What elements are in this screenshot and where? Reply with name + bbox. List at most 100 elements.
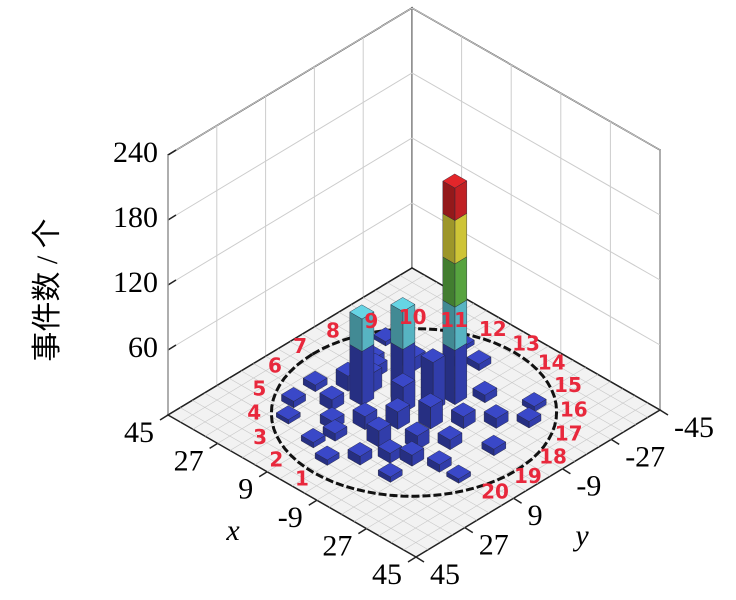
x-tick-label: 27: [174, 444, 204, 477]
bar-top: [472, 380, 498, 396]
bar-top: [404, 421, 430, 437]
y-tick-label: -45: [674, 411, 714, 444]
bar-top: [450, 402, 476, 418]
bar-top: [347, 442, 373, 457]
tick-mark: [159, 414, 169, 421]
bar-top: [302, 370, 328, 386]
y-tick-label: 27: [479, 528, 509, 561]
floor-grid: [289, 341, 539, 484]
y-tick-label: -9: [576, 470, 601, 503]
ring-label: 17: [555, 422, 583, 446]
ring-label: 10: [399, 305, 427, 329]
bar-top: [521, 392, 547, 407]
tick-mark: [209, 442, 218, 450]
bar-top: [390, 372, 416, 388]
x-axis-label: x: [225, 514, 240, 547]
x-tick-label: 45: [372, 558, 402, 591]
tick-mark: [358, 527, 367, 535]
bar-top: [426, 450, 452, 465]
bar-top: [377, 439, 403, 454]
bar-top: [366, 416, 392, 432]
bar-top: [377, 462, 403, 478]
z-tick-label: 180: [113, 201, 158, 234]
bar-top: [418, 392, 443, 408]
tick-mark: [167, 149, 177, 156]
bar-top: [483, 404, 509, 419]
z-tick-label: 240: [113, 136, 158, 169]
y-axis-label: y: [572, 519, 589, 552]
tick-mark: [610, 438, 620, 446]
bar-face: [454, 342, 467, 406]
bar-top: [399, 440, 425, 456]
bar-top: [385, 397, 411, 413]
ring-label: 9: [364, 309, 378, 333]
z-tick-label: 120: [113, 266, 158, 299]
bar-top: [466, 349, 492, 365]
bar-face: [454, 212, 467, 265]
bar-top: [352, 402, 378, 417]
bar-top: [437, 425, 463, 441]
floor-grid: [267, 324, 512, 473]
bar-face: [349, 344, 363, 406]
tick-mark: [415, 556, 425, 563]
tick-mark: [513, 497, 522, 504]
ring-label: 16: [560, 397, 588, 421]
bar-top: [281, 387, 306, 402]
x-tick-label: 27: [322, 529, 352, 562]
bar-top: [319, 406, 345, 422]
ring-label: 11: [440, 308, 468, 332]
ring-label: 2: [269, 447, 283, 471]
ring-label: 14: [538, 351, 566, 375]
floor-grid: [180, 274, 425, 423]
y-tick-label: -27: [625, 440, 665, 473]
ring-label: 4: [247, 401, 261, 425]
floor-grid: [216, 385, 465, 528]
floor-grid: [192, 400, 441, 543]
ring-label: 19: [514, 464, 542, 488]
x-tick-label: 9: [238, 473, 253, 506]
tick-mark: [308, 499, 318, 506]
bar-top: [481, 434, 507, 450]
bar-top: [420, 348, 446, 363]
bar-top: [275, 405, 301, 420]
bar-face: [454, 256, 467, 308]
bar-top: [319, 385, 345, 401]
z-axis-label: 事件数 / 个: [31, 218, 64, 361]
tick-mark: [167, 279, 177, 286]
ring-label: 18: [539, 445, 567, 469]
tick-mark: [464, 526, 474, 534]
floor-grid: [180, 407, 429, 550]
bar-top: [442, 173, 468, 189]
bar-top: [322, 419, 348, 434]
ring-label: 6: [268, 353, 282, 377]
bar-face: [442, 256, 456, 308]
bar-top: [300, 428, 326, 443]
tick-mark: [407, 556, 417, 563]
ring-label: 20: [481, 479, 509, 503]
tick-mark: [167, 214, 177, 221]
bar-top: [349, 304, 375, 320]
x-tick-label: 45: [124, 416, 154, 449]
bar-top: [446, 464, 471, 480]
bar-top: [516, 407, 542, 422]
tick-mark: [258, 471, 268, 478]
x-tick-label: -9: [278, 501, 303, 534]
y-tick-label: 45: [430, 558, 460, 591]
ring-label: 15: [554, 373, 582, 397]
bar-face: [442, 213, 456, 265]
bar-top: [390, 297, 416, 312]
bar-face: [361, 343, 375, 406]
ring-label: 5: [252, 376, 266, 400]
bar-top: [314, 445, 340, 461]
ring-label: 8: [326, 319, 340, 343]
ring-label: 1: [295, 467, 309, 491]
ring-label: 12: [479, 317, 507, 341]
z-tick-label: 60: [128, 331, 158, 364]
tick-mark: [562, 468, 571, 475]
ring-label: 13: [512, 331, 540, 355]
tick-mark: [167, 344, 177, 351]
ring-label: 3: [253, 425, 267, 449]
tick-mark: [659, 409, 669, 416]
y-tick-label: 9: [528, 499, 543, 532]
